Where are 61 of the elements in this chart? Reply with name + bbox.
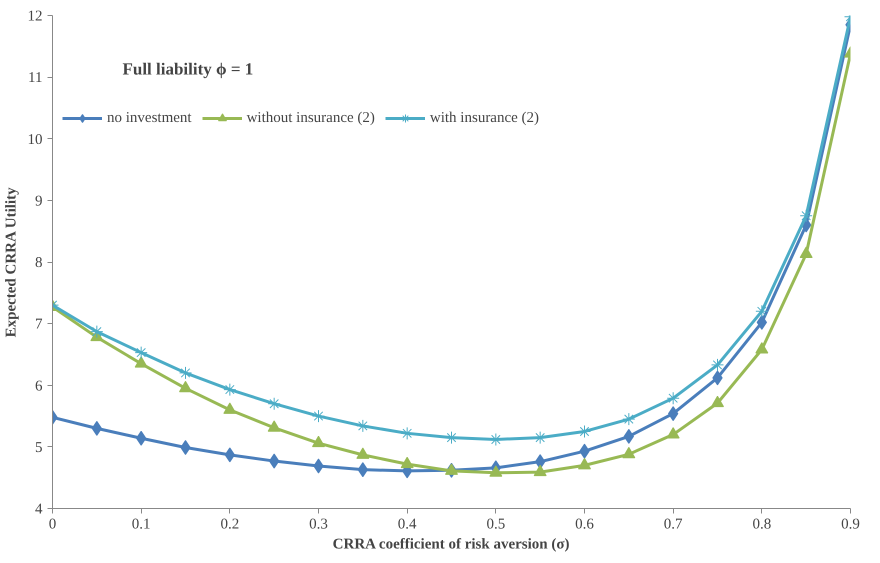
y-tick-label: 12 xyxy=(28,8,42,24)
point xyxy=(356,419,370,432)
y-axis-title: Expected CRRA Utility xyxy=(4,186,20,338)
x-tick-label: 0.5 xyxy=(486,516,506,532)
point xyxy=(489,465,502,477)
legend-label: with insurance (2) xyxy=(430,110,540,126)
point xyxy=(134,356,148,368)
point xyxy=(179,366,192,380)
y-tick-label: 8 xyxy=(35,255,42,271)
point xyxy=(755,304,768,318)
point xyxy=(755,342,768,354)
x-tick-label: 0 xyxy=(48,516,56,532)
point xyxy=(445,463,458,475)
point xyxy=(400,426,414,440)
legend-label: no investment xyxy=(107,110,192,126)
x-tick-label: 0.6 xyxy=(575,516,594,532)
point xyxy=(179,380,192,392)
point xyxy=(313,458,324,474)
y-tick-label: 9 xyxy=(35,193,42,210)
point xyxy=(356,447,370,459)
point xyxy=(90,325,104,338)
point xyxy=(711,358,724,372)
x-tick-label: 0.9 xyxy=(841,516,860,532)
y-tick-label: 4 xyxy=(35,502,43,518)
x-tick-label: 0.8 xyxy=(752,516,772,532)
point xyxy=(622,412,636,426)
point xyxy=(134,346,148,360)
point xyxy=(622,446,636,458)
point xyxy=(578,458,591,470)
point xyxy=(711,396,724,408)
point xyxy=(579,444,590,459)
x-tick-label: 0.7 xyxy=(664,516,684,532)
point xyxy=(268,397,281,410)
x-axis-title: CRRA coefficient of risk aversion (σ) xyxy=(332,536,570,552)
legend-label: without insurance (2) xyxy=(246,110,375,126)
x-tick-label: 0.4 xyxy=(398,516,418,532)
point xyxy=(489,432,502,446)
point xyxy=(712,370,723,386)
point xyxy=(666,392,680,405)
y-tick-label: 6 xyxy=(35,378,43,394)
y-tick-label: 11 xyxy=(28,70,43,86)
point xyxy=(445,431,458,444)
point xyxy=(223,383,236,396)
point xyxy=(666,427,680,439)
point xyxy=(180,440,191,455)
point xyxy=(578,424,591,438)
y-tick-label: 7 xyxy=(35,316,43,333)
x-tick-label: 0.1 xyxy=(132,516,151,532)
point xyxy=(312,436,325,448)
point xyxy=(534,464,547,476)
point xyxy=(268,420,281,432)
point xyxy=(312,410,325,423)
x-tick-label: 0.3 xyxy=(309,516,328,532)
point xyxy=(400,456,414,468)
point xyxy=(223,402,236,414)
y-tick-label: 10 xyxy=(28,132,42,148)
annotation: Full liability ϕ = 1 xyxy=(122,60,254,78)
point xyxy=(800,209,813,222)
point xyxy=(534,431,547,444)
x-tick-label: 0.2 xyxy=(220,516,240,532)
y-tick-label: 5 xyxy=(35,440,42,456)
